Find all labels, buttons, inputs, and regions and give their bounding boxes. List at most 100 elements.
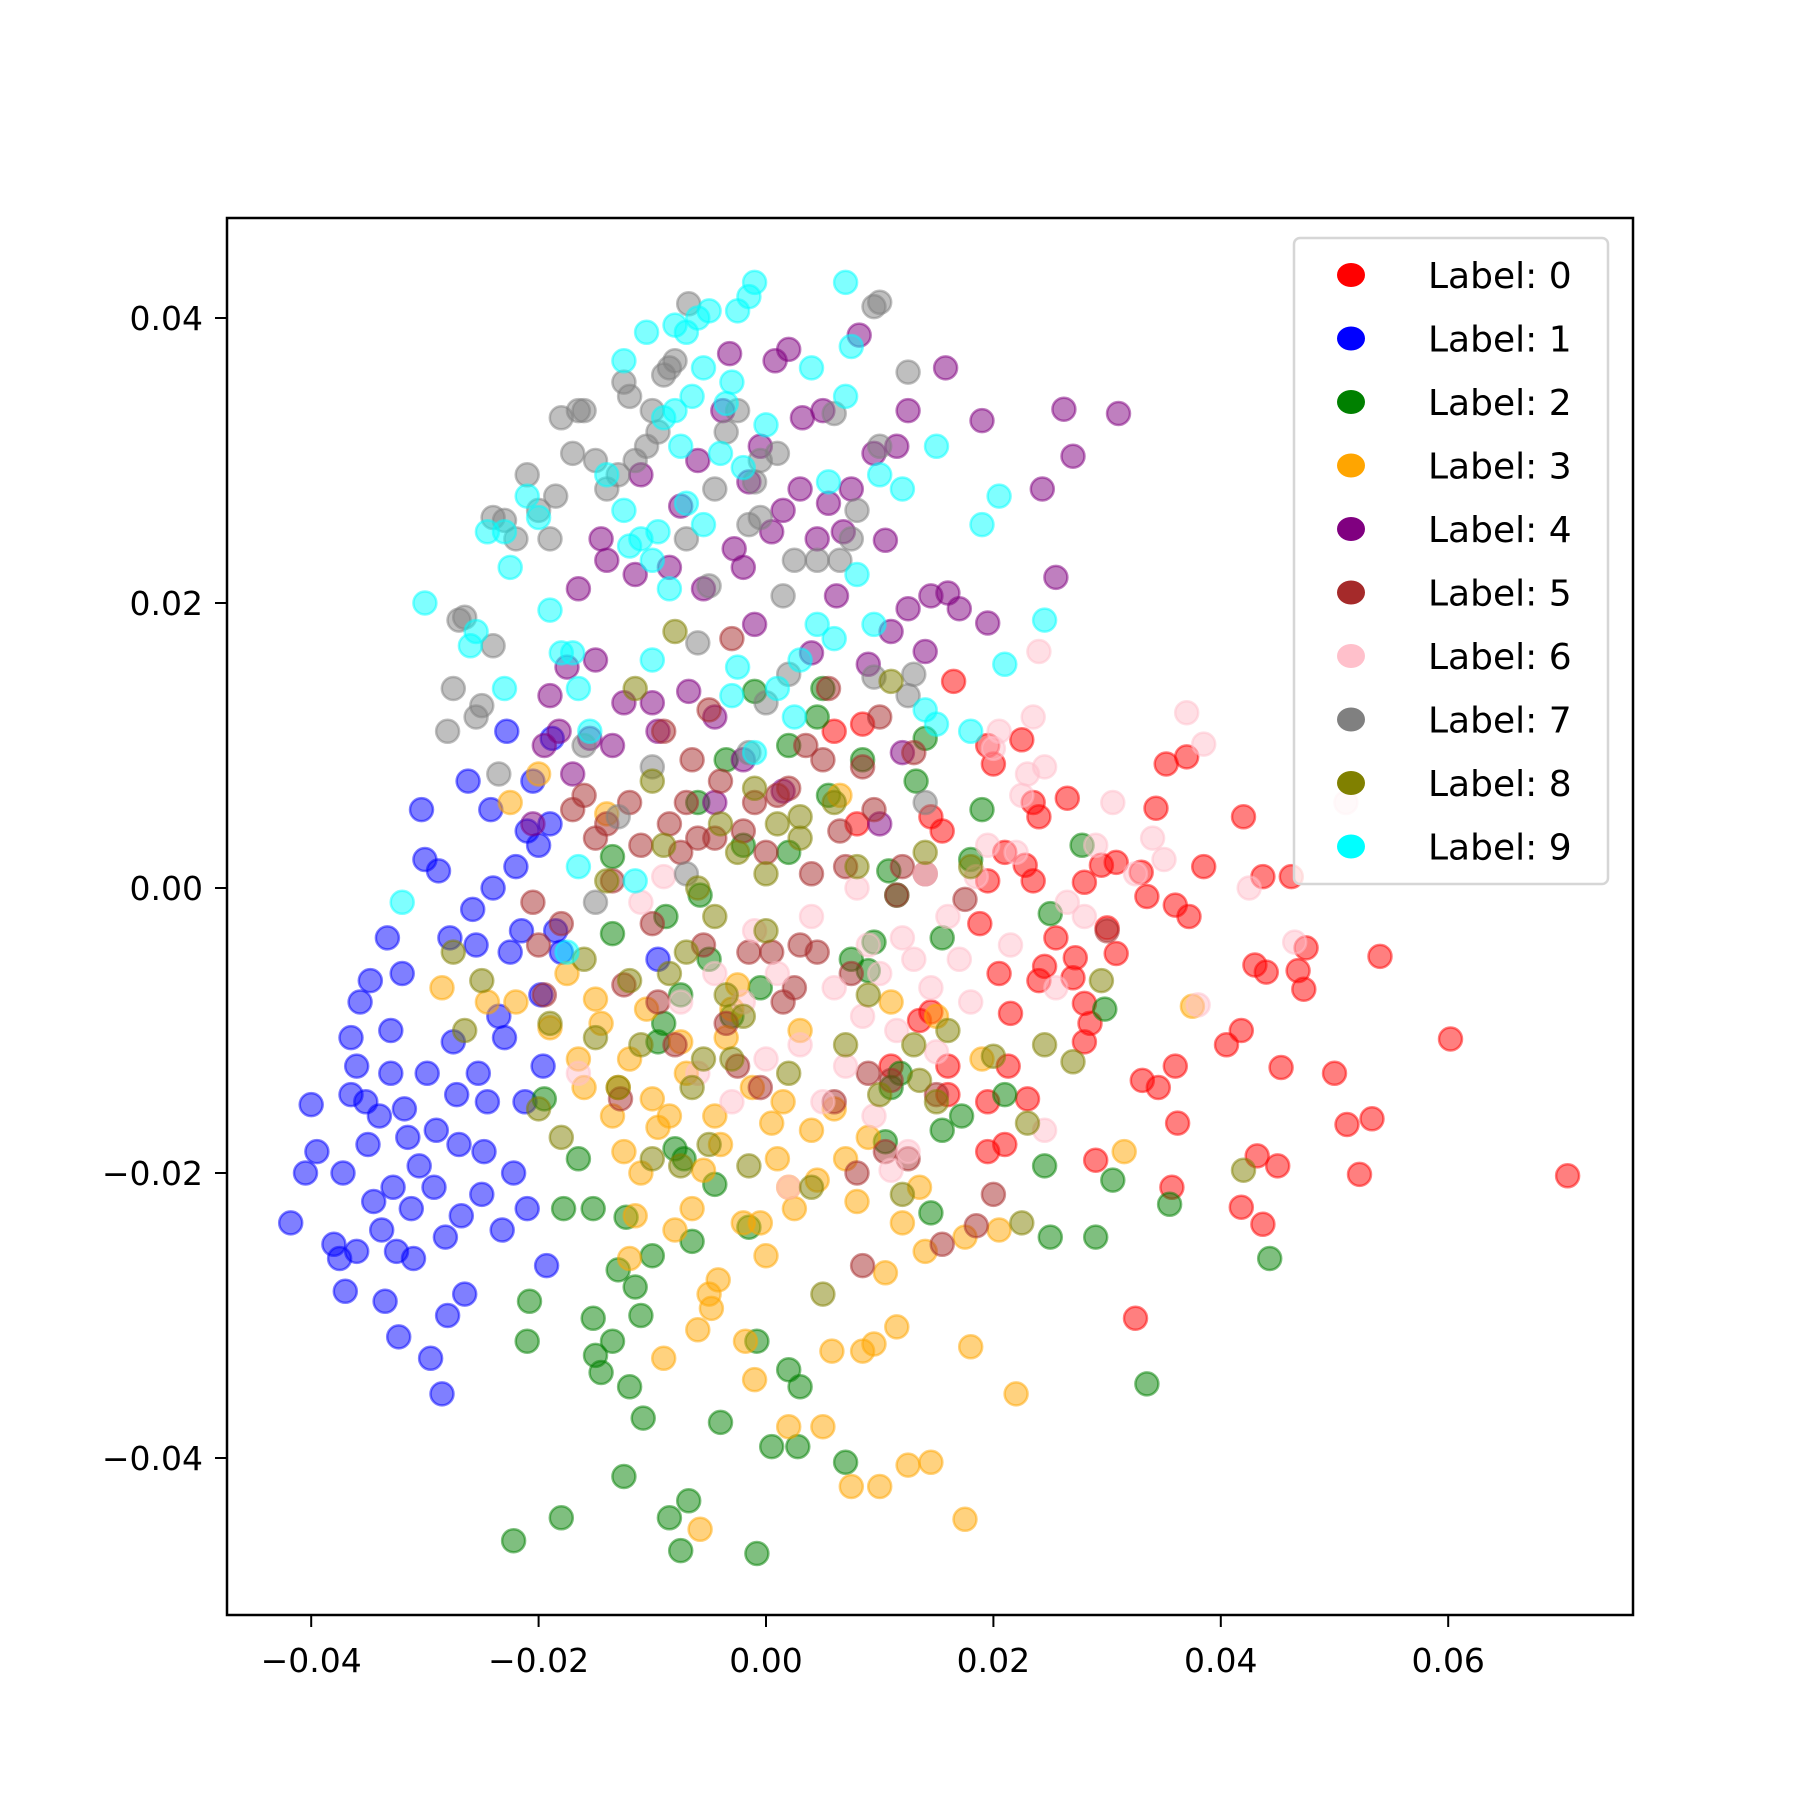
data-point — [764, 811, 791, 837]
data-point — [1088, 967, 1115, 994]
data-point — [378, 1060, 404, 1087]
legend-item: Label: 3 — [1337, 447, 1572, 488]
data-point — [440, 675, 467, 702]
data-point — [838, 1473, 865, 1500]
data-point — [500, 1160, 527, 1186]
data-point — [690, 511, 717, 538]
data-point — [861, 293, 887, 320]
data-point — [531, 732, 558, 759]
data-point — [741, 739, 768, 766]
legend-label: Label: 3 — [1428, 447, 1572, 488]
data-point — [571, 782, 597, 809]
data-point — [810, 1413, 836, 1440]
data-point — [702, 903, 728, 930]
data-point — [503, 989, 529, 1015]
data-point — [622, 1274, 648, 1300]
data-point — [378, 1017, 404, 1044]
data-point — [298, 1091, 324, 1118]
data-point — [1082, 1224, 1109, 1250]
data-point — [741, 775, 768, 802]
data-point — [679, 1195, 705, 1222]
legend-marker-icon — [1337, 326, 1365, 351]
data-point — [787, 1032, 813, 1058]
data-point — [497, 554, 523, 581]
data-point — [459, 896, 486, 923]
data-point — [719, 625, 745, 652]
data-point — [500, 1527, 527, 1554]
data-point — [895, 1138, 921, 1165]
data-point — [628, 832, 654, 859]
data-point — [599, 1328, 626, 1354]
data-point — [957, 718, 984, 745]
data-point — [1043, 975, 1069, 1001]
data-point — [895, 595, 921, 622]
data-point — [673, 526, 700, 552]
data-point — [967, 910, 993, 937]
data-point — [1250, 1211, 1276, 1238]
data-point — [940, 668, 967, 695]
data-point — [736, 511, 762, 538]
data-point — [1009, 1210, 1035, 1236]
data-point — [550, 1195, 577, 1222]
data-point — [1139, 825, 1166, 851]
data-point — [611, 369, 637, 395]
data-point — [622, 1203, 648, 1229]
scatter-points — [277, 269, 1581, 1567]
y-tick-label: −0.04 — [102, 1439, 203, 1478]
data-point — [832, 383, 859, 410]
data-point — [690, 355, 717, 381]
data-point — [582, 986, 609, 1012]
data-point — [1014, 1110, 1041, 1136]
data-point — [432, 1224, 459, 1250]
data-point — [912, 697, 938, 723]
legend-marker-icon — [1337, 771, 1365, 795]
legend-marker-icon — [1337, 453, 1365, 478]
data-point — [844, 875, 870, 901]
legend-item: Label: 1 — [1337, 320, 1572, 361]
data-point — [884, 882, 910, 908]
data-point — [565, 1146, 592, 1172]
data-point — [912, 861, 938, 887]
data-point — [1359, 1106, 1385, 1132]
data-point — [1100, 1167, 1126, 1193]
legend-label: Label: 4 — [1428, 510, 1572, 551]
data-point — [918, 1200, 944, 1226]
data-point — [764, 440, 791, 467]
data-point — [1092, 996, 1118, 1022]
data-point — [1031, 1032, 1058, 1058]
data-point — [946, 946, 973, 973]
data-point — [448, 1203, 475, 1229]
data-point — [957, 989, 984, 1015]
data-point — [1321, 1060, 1348, 1087]
data-point — [520, 889, 546, 916]
data-point — [1037, 1224, 1064, 1250]
data-point — [1020, 704, 1046, 730]
data-point — [878, 1157, 904, 1183]
data-point — [277, 1210, 304, 1236]
legend-marker-icon — [1337, 644, 1365, 668]
data-point — [918, 583, 944, 609]
data-point — [675, 1488, 702, 1514]
x-axis: −0.04 −0.02 0.00 0.02 0.04 0.06 — [261, 1615, 1485, 1680]
data-point — [696, 697, 722, 723]
data-point — [793, 732, 819, 759]
data-point — [548, 640, 575, 666]
data-point — [429, 1381, 455, 1407]
data-point — [1190, 853, 1217, 880]
data-point — [1134, 883, 1160, 910]
data-point — [798, 355, 825, 381]
data-point — [474, 519, 501, 545]
data-point — [530, 1053, 556, 1079]
data-point — [650, 1345, 677, 1372]
data-point — [952, 1506, 978, 1533]
data-point — [1230, 804, 1257, 830]
data-point — [713, 982, 739, 1008]
data-point — [372, 1288, 398, 1315]
data-point — [789, 405, 816, 431]
data-point — [429, 975, 455, 1001]
data-point — [823, 583, 850, 609]
data-point — [804, 939, 830, 965]
data-point — [1228, 1194, 1255, 1220]
data-point — [744, 1540, 770, 1567]
data-point — [838, 526, 865, 552]
